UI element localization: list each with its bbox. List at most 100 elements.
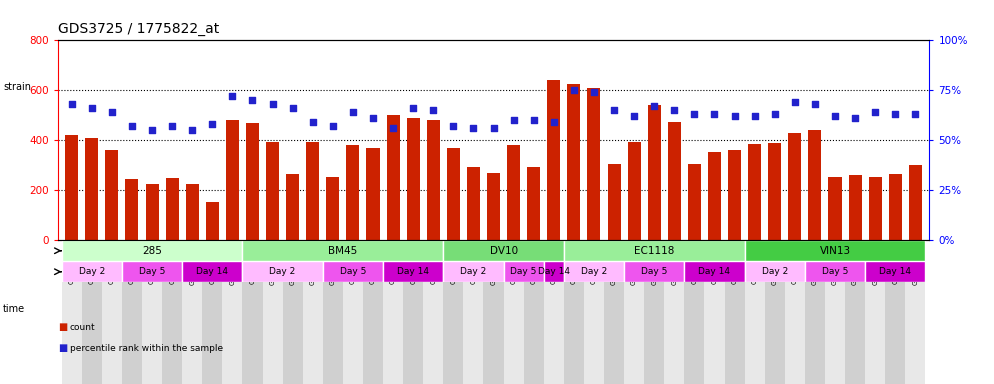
- Point: [626, 113, 642, 119]
- Bar: [728, 150, 742, 240]
- Point: [687, 111, 703, 118]
- Bar: [426, 120, 439, 240]
- Point: [406, 105, 421, 111]
- Bar: [62, 261, 122, 282]
- Bar: [828, 177, 842, 240]
- Text: 285: 285: [142, 246, 162, 256]
- Bar: [62, 240, 82, 384]
- Point: [264, 101, 280, 108]
- Bar: [483, 240, 504, 384]
- Point: [727, 113, 743, 119]
- Bar: [745, 240, 925, 261]
- Bar: [101, 240, 122, 384]
- Point: [888, 111, 904, 118]
- Bar: [323, 240, 343, 384]
- Point: [64, 101, 80, 108]
- Bar: [708, 152, 721, 240]
- Text: strain: strain: [3, 82, 31, 92]
- Bar: [507, 145, 520, 240]
- Bar: [805, 240, 825, 384]
- Text: Day 2: Day 2: [269, 267, 296, 276]
- Bar: [889, 174, 902, 240]
- Point: [365, 115, 381, 121]
- Point: [284, 105, 300, 111]
- Bar: [627, 142, 641, 240]
- Bar: [564, 261, 624, 282]
- Point: [606, 107, 622, 113]
- Bar: [886, 240, 906, 384]
- Point: [385, 125, 401, 131]
- Bar: [346, 145, 360, 240]
- Bar: [306, 142, 319, 240]
- Text: Day 14: Day 14: [538, 267, 570, 276]
- Text: Day 5: Day 5: [511, 267, 537, 276]
- Bar: [564, 240, 583, 384]
- Point: [325, 123, 341, 129]
- Bar: [363, 240, 383, 384]
- Point: [666, 107, 682, 113]
- Text: Day 14: Day 14: [880, 267, 911, 276]
- Bar: [524, 240, 544, 384]
- Bar: [548, 80, 561, 240]
- Point: [847, 115, 863, 121]
- Point: [245, 97, 260, 103]
- Bar: [705, 240, 725, 384]
- Text: Day 5: Day 5: [340, 267, 366, 276]
- Bar: [443, 240, 564, 261]
- Bar: [745, 261, 805, 282]
- Bar: [624, 261, 684, 282]
- Point: [506, 117, 522, 123]
- Text: EC1118: EC1118: [634, 246, 674, 256]
- Bar: [684, 240, 705, 384]
- Bar: [443, 261, 504, 282]
- Bar: [648, 105, 661, 240]
- Bar: [644, 240, 664, 384]
- Bar: [745, 240, 764, 384]
- Bar: [367, 148, 380, 240]
- Bar: [142, 240, 162, 384]
- Point: [766, 111, 782, 118]
- Point: [827, 113, 843, 119]
- Bar: [166, 178, 179, 240]
- Text: Day 5: Day 5: [139, 267, 165, 276]
- Bar: [226, 120, 239, 240]
- Bar: [206, 202, 219, 240]
- Bar: [182, 261, 243, 282]
- Text: VIN13: VIN13: [819, 246, 851, 256]
- Bar: [808, 130, 821, 240]
- Point: [807, 101, 823, 108]
- Bar: [443, 240, 463, 384]
- Bar: [223, 240, 243, 384]
- Bar: [186, 184, 199, 240]
- Bar: [869, 177, 882, 240]
- Bar: [564, 240, 745, 261]
- Bar: [664, 240, 684, 384]
- Bar: [407, 118, 419, 240]
- Point: [124, 123, 140, 129]
- Bar: [383, 240, 404, 384]
- Bar: [544, 261, 564, 282]
- Point: [104, 109, 120, 115]
- Bar: [725, 240, 745, 384]
- Bar: [62, 240, 243, 261]
- Bar: [906, 240, 925, 384]
- Bar: [825, 240, 845, 384]
- Bar: [202, 240, 223, 384]
- Bar: [105, 150, 118, 240]
- Point: [486, 125, 502, 131]
- Text: Day 5: Day 5: [641, 267, 667, 276]
- Text: time: time: [3, 304, 25, 314]
- Bar: [246, 123, 259, 240]
- Bar: [785, 240, 805, 384]
- Bar: [266, 142, 279, 240]
- Bar: [447, 148, 460, 240]
- Point: [646, 103, 662, 109]
- Bar: [122, 261, 182, 282]
- Text: ■: ■: [58, 322, 67, 332]
- Bar: [624, 240, 644, 384]
- Point: [546, 119, 562, 125]
- Point: [526, 117, 542, 123]
- Bar: [487, 173, 500, 240]
- Point: [445, 123, 461, 129]
- Point: [345, 109, 361, 115]
